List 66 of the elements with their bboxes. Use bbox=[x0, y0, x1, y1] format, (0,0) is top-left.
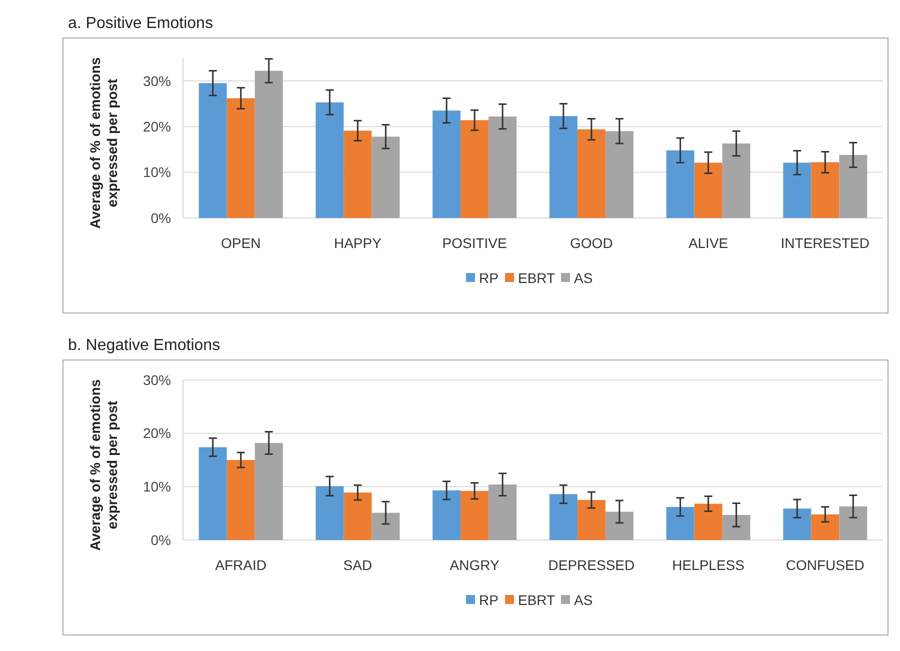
x-tick-label: GOOD bbox=[570, 235, 613, 251]
bar bbox=[839, 506, 868, 540]
x-tick-label: HAPPY bbox=[334, 235, 382, 251]
x-tick-label: SAD bbox=[343, 557, 372, 573]
bar bbox=[316, 102, 344, 218]
bar bbox=[460, 490, 489, 540]
bar bbox=[226, 98, 255, 218]
bar bbox=[226, 460, 255, 540]
x-tick-label: CONFUSED bbox=[786, 557, 864, 573]
bar bbox=[432, 110, 461, 218]
y-tick-label: 30% bbox=[142, 72, 171, 89]
bar bbox=[344, 130, 372, 218]
legend-label: EBRT bbox=[518, 592, 556, 608]
chart-title: a. Positive Emotions bbox=[68, 15, 213, 32]
bar bbox=[605, 512, 634, 540]
bar bbox=[605, 131, 634, 218]
y-tick-label: 20% bbox=[142, 118, 171, 134]
x-tick-label: DEPRESSED bbox=[548, 557, 635, 573]
x-tick-label: INTERESTED bbox=[780, 235, 870, 251]
bar bbox=[722, 514, 750, 540]
x-tick-label: HELPLESS bbox=[672, 557, 744, 573]
bar bbox=[666, 506, 694, 540]
bar bbox=[549, 116, 578, 218]
bar bbox=[694, 162, 722, 218]
bar bbox=[254, 442, 283, 540]
x-tick-label: OPEN bbox=[221, 235, 261, 251]
bar bbox=[666, 150, 694, 218]
bar bbox=[254, 70, 283, 218]
x-tick-label: AFRAID bbox=[215, 557, 267, 573]
y-tick-label: 0% bbox=[150, 532, 171, 548]
bar bbox=[839, 154, 868, 218]
bar bbox=[488, 484, 517, 540]
legend-label: AS bbox=[574, 270, 593, 286]
x-tick-label: ANGRY bbox=[450, 557, 500, 573]
bar bbox=[783, 162, 812, 218]
bar bbox=[372, 512, 400, 540]
bar bbox=[198, 83, 227, 218]
legend-label: AS bbox=[574, 592, 593, 608]
legend-label: EBRT bbox=[518, 270, 556, 286]
bar bbox=[783, 508, 812, 540]
y-axis-title: Average of % of emotions expressed per post bbox=[87, 379, 120, 551]
legend-label: RP bbox=[479, 270, 498, 286]
bar bbox=[811, 162, 840, 218]
bar bbox=[811, 514, 840, 540]
bar bbox=[344, 492, 372, 540]
bar bbox=[577, 129, 606, 218]
x-tick-label: ALIVE bbox=[688, 235, 728, 251]
bar bbox=[316, 486, 344, 540]
bar bbox=[577, 500, 606, 540]
bar bbox=[488, 116, 517, 218]
y-axis-title: Average of % of emotions expressed per post bbox=[87, 57, 120, 229]
bar bbox=[198, 447, 227, 540]
bar bbox=[549, 494, 578, 540]
bar bbox=[432, 490, 461, 540]
y-tick-label: 0% bbox=[150, 210, 171, 226]
bar bbox=[372, 136, 400, 218]
chart-title: b. Negative Emotions bbox=[68, 337, 220, 354]
bar bbox=[722, 143, 750, 218]
y-tick-label: 30% bbox=[142, 372, 171, 388]
bar bbox=[694, 504, 722, 540]
legend-label: RP bbox=[479, 592, 498, 608]
y-tick-label: 20% bbox=[142, 425, 171, 442]
y-tick-label: 10% bbox=[142, 478, 171, 495]
x-tick-label: POSITIVE bbox=[442, 235, 507, 251]
bar bbox=[460, 120, 489, 218]
y-tick-label: 10% bbox=[142, 164, 171, 180]
